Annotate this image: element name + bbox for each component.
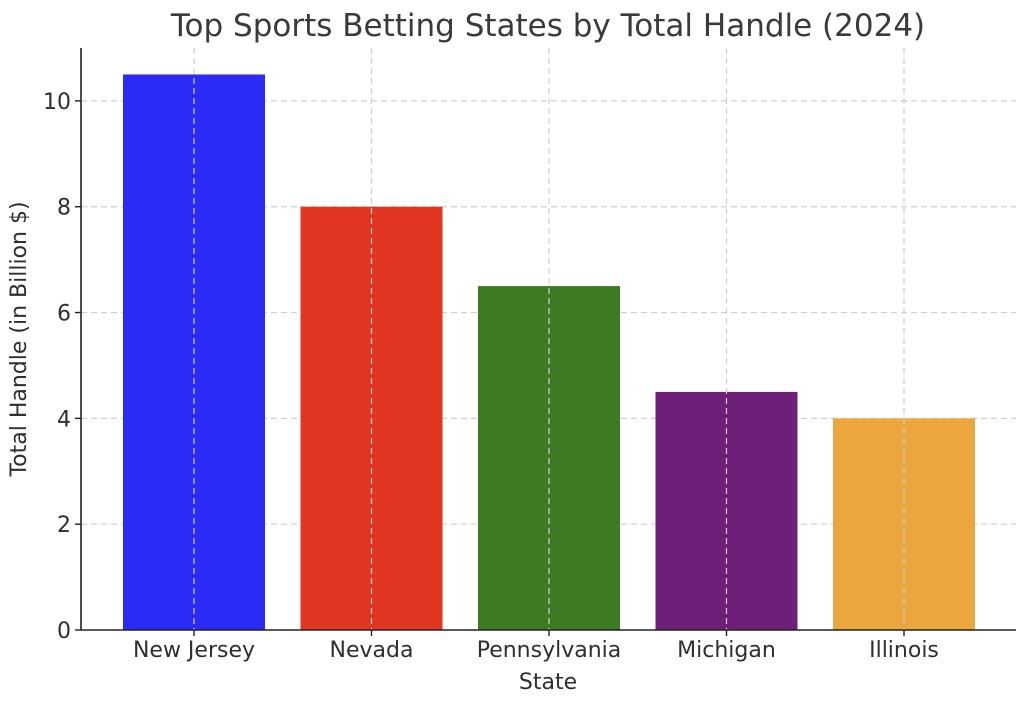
- y-tick-label: 0: [57, 619, 71, 644]
- axis-layer: 0 2 4 6 8 10 New Jersey Nevada Pennsylvania Michi…: [43, 48, 1016, 663]
- y-tick-label: 8: [57, 196, 71, 221]
- x-tick-label: Michigan: [677, 638, 776, 663]
- chart-title: Top Sports Betting States by Total Handl…: [170, 8, 925, 44]
- x-tick-label: New Jersey: [133, 638, 255, 663]
- y-axis-label: Total Handle (in Billion $): [7, 201, 32, 477]
- y-tick-label: 2: [57, 513, 71, 538]
- y-tick-label: 6: [57, 302, 71, 327]
- x-tick-label: Illinois: [869, 638, 939, 663]
- x-axis-label: State: [519, 670, 577, 695]
- y-tick-label: 4: [57, 407, 71, 432]
- y-tick-label: 10: [43, 90, 71, 115]
- x-tick-label: Nevada: [330, 638, 414, 663]
- x-tick-label: Pennsylvania: [477, 638, 622, 663]
- overlay-grid-layer: [193, 48, 905, 630]
